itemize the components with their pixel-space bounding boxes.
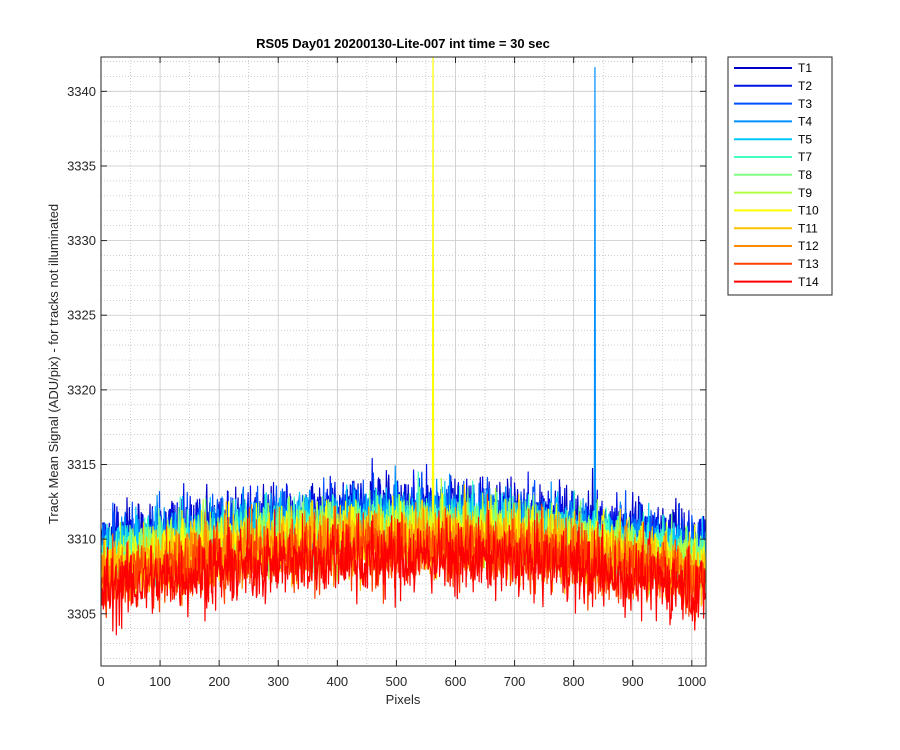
legend-items: T1 T2 T3 T4 T5 T7 T8 T9 T10 T11 T12 T13 T14 (734, 61, 819, 289)
x-tick-label: 800 (563, 674, 585, 689)
x-tick-label: 300 (267, 674, 289, 689)
legend-label-t13: T13 (798, 257, 819, 271)
x-tick-label: 200 (208, 674, 230, 689)
legend-box (727, 56, 833, 296)
legend-label-t5: T5 (798, 132, 812, 146)
y-tick-label: 3315 (67, 457, 96, 472)
legend-label-t1: T1 (798, 61, 812, 75)
x-tick-label: 600 (445, 674, 467, 689)
y-tick-label: 3305 (67, 606, 96, 621)
legend-label-t12: T12 (798, 239, 819, 253)
y-tick-label: 3335 (67, 158, 96, 173)
legend-label-t9: T9 (798, 186, 812, 200)
y-tick-label: 3320 (67, 382, 96, 397)
x-tick-label: 900 (622, 674, 644, 689)
plot-area: 0 100 200 300 400 500 600 700 800 900 1000 3305 3310… (67, 56, 707, 689)
y-tick-label: 3310 (67, 532, 96, 547)
y-tick-label: 3325 (67, 308, 96, 323)
series-line-t14 (100, 509, 707, 636)
legend-label-t11: T11 (798, 221, 818, 235)
axes-box (100, 56, 707, 667)
tick-layer: 0 100 200 300 400 500 600 700 800 900 1000 3305 3310… (67, 57, 706, 689)
chart-title: RS05 Day01 20200130-Lite-007 int time = … (256, 36, 550, 51)
x-tick-label: 400 (326, 674, 348, 689)
series-layer (100, 56, 707, 636)
x-tick-label: 0 (97, 674, 104, 689)
y-axis-label: Track Mean Signal (ADU/pix) - for tracks… (46, 204, 61, 524)
x-tick-label: 1000 (677, 674, 706, 689)
legend-label-t8: T8 (798, 168, 812, 182)
legend-label-t3: T3 (798, 97, 812, 111)
x-tick-label: 500 (386, 674, 408, 689)
legend: T1 T2 T3 T4 T5 T7 T8 T9 T10 T11 T12 T13 T14 (727, 56, 833, 296)
y-tick-label: 3340 (67, 84, 96, 99)
x-tick-label: 100 (149, 674, 171, 689)
legend-label-t14: T14 (798, 275, 819, 289)
legend-label-t10: T10 (798, 204, 819, 218)
legend-label-t4: T4 (798, 115, 812, 129)
y-tick-label: 3330 (67, 233, 96, 248)
legend-label-t2: T2 (798, 79, 812, 93)
x-tick-label: 700 (504, 674, 526, 689)
x-axis-label: Pixels (386, 692, 421, 707)
legend-label-t7: T7 (798, 150, 812, 164)
